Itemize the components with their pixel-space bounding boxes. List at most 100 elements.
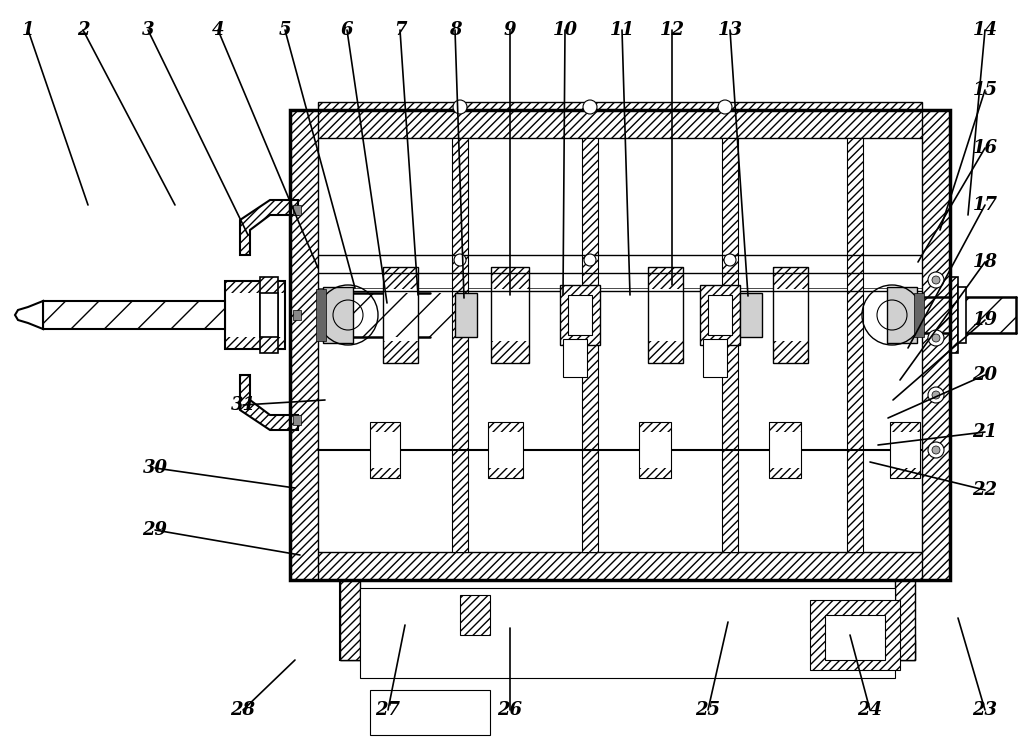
Bar — [648, 341, 683, 363]
Bar — [383, 341, 418, 363]
Bar — [452, 138, 468, 552]
Bar — [922, 110, 950, 580]
Bar — [582, 138, 598, 552]
Bar — [488, 422, 523, 432]
Text: 11: 11 — [609, 21, 635, 39]
Bar — [225, 281, 285, 293]
Text: 22: 22 — [973, 481, 997, 499]
Text: 15: 15 — [973, 81, 997, 99]
Bar — [648, 267, 683, 289]
Bar — [568, 295, 592, 335]
Bar — [648, 267, 683, 363]
Bar — [769, 468, 801, 478]
Bar — [563, 339, 587, 377]
Bar — [490, 267, 529, 363]
Bar — [740, 293, 762, 337]
Text: 6: 6 — [341, 21, 353, 39]
Circle shape — [583, 100, 597, 114]
Bar — [43, 301, 225, 329]
Bar — [225, 337, 285, 349]
Circle shape — [928, 330, 944, 346]
Bar — [323, 287, 353, 343]
Bar — [340, 640, 915, 660]
Text: 1: 1 — [22, 21, 34, 39]
Bar — [773, 341, 808, 363]
Bar — [293, 205, 301, 215]
Text: 31: 31 — [230, 396, 256, 414]
Bar — [769, 422, 801, 478]
Bar — [318, 293, 458, 337]
Text: 24: 24 — [857, 701, 883, 719]
Bar — [722, 138, 738, 552]
Bar — [370, 690, 490, 735]
Bar — [293, 310, 301, 320]
Circle shape — [454, 254, 466, 266]
Bar — [769, 422, 801, 432]
Bar — [639, 422, 671, 478]
Text: 4: 4 — [212, 21, 224, 39]
Bar — [290, 110, 950, 138]
Circle shape — [932, 334, 940, 342]
Bar — [460, 595, 490, 635]
Bar — [708, 295, 732, 335]
Text: 18: 18 — [973, 253, 997, 271]
Polygon shape — [15, 301, 43, 329]
Text: 29: 29 — [142, 521, 168, 539]
Text: 23: 23 — [973, 701, 997, 719]
Bar — [225, 281, 285, 349]
Text: 14: 14 — [973, 21, 997, 39]
Bar — [370, 422, 400, 432]
Bar — [639, 468, 671, 478]
Bar — [290, 110, 318, 580]
Text: 8: 8 — [449, 21, 461, 39]
Bar — [370, 422, 400, 478]
Bar — [340, 580, 915, 660]
Bar — [318, 138, 922, 288]
Circle shape — [928, 387, 944, 403]
Bar — [383, 267, 418, 363]
Text: 19: 19 — [973, 311, 997, 329]
Bar — [890, 422, 920, 432]
Bar — [290, 110, 950, 580]
Text: 21: 21 — [973, 423, 997, 441]
Bar — [293, 415, 301, 425]
Polygon shape — [240, 375, 298, 430]
Text: 16: 16 — [973, 139, 997, 157]
Bar — [318, 342, 922, 435]
Text: 17: 17 — [973, 196, 997, 214]
Bar — [290, 552, 950, 580]
Polygon shape — [240, 200, 298, 255]
Bar — [488, 468, 523, 478]
Circle shape — [718, 100, 732, 114]
Bar — [260, 293, 278, 337]
Bar — [890, 422, 920, 478]
Bar — [490, 341, 529, 363]
Bar — [316, 289, 326, 341]
Bar — [290, 110, 950, 580]
Text: 25: 25 — [695, 701, 721, 719]
Bar — [560, 285, 600, 345]
Bar — [318, 138, 922, 288]
Bar — [490, 267, 529, 289]
Bar — [455, 293, 477, 337]
Bar — [318, 102, 922, 110]
Text: 20: 20 — [973, 366, 997, 384]
Bar — [700, 285, 740, 345]
Text: 12: 12 — [659, 21, 684, 39]
Bar — [773, 267, 808, 289]
Circle shape — [928, 442, 944, 458]
Bar — [703, 339, 727, 377]
Bar — [43, 301, 225, 329]
Bar — [488, 422, 523, 478]
Text: 27: 27 — [376, 701, 400, 719]
Bar — [260, 277, 278, 353]
Bar — [887, 287, 918, 343]
Bar — [773, 267, 808, 363]
Bar — [825, 615, 885, 660]
Text: 13: 13 — [718, 21, 742, 39]
Text: 7: 7 — [394, 21, 407, 39]
Text: 9: 9 — [504, 21, 516, 39]
Circle shape — [584, 254, 596, 266]
Bar — [958, 287, 966, 343]
Text: 10: 10 — [553, 21, 578, 39]
